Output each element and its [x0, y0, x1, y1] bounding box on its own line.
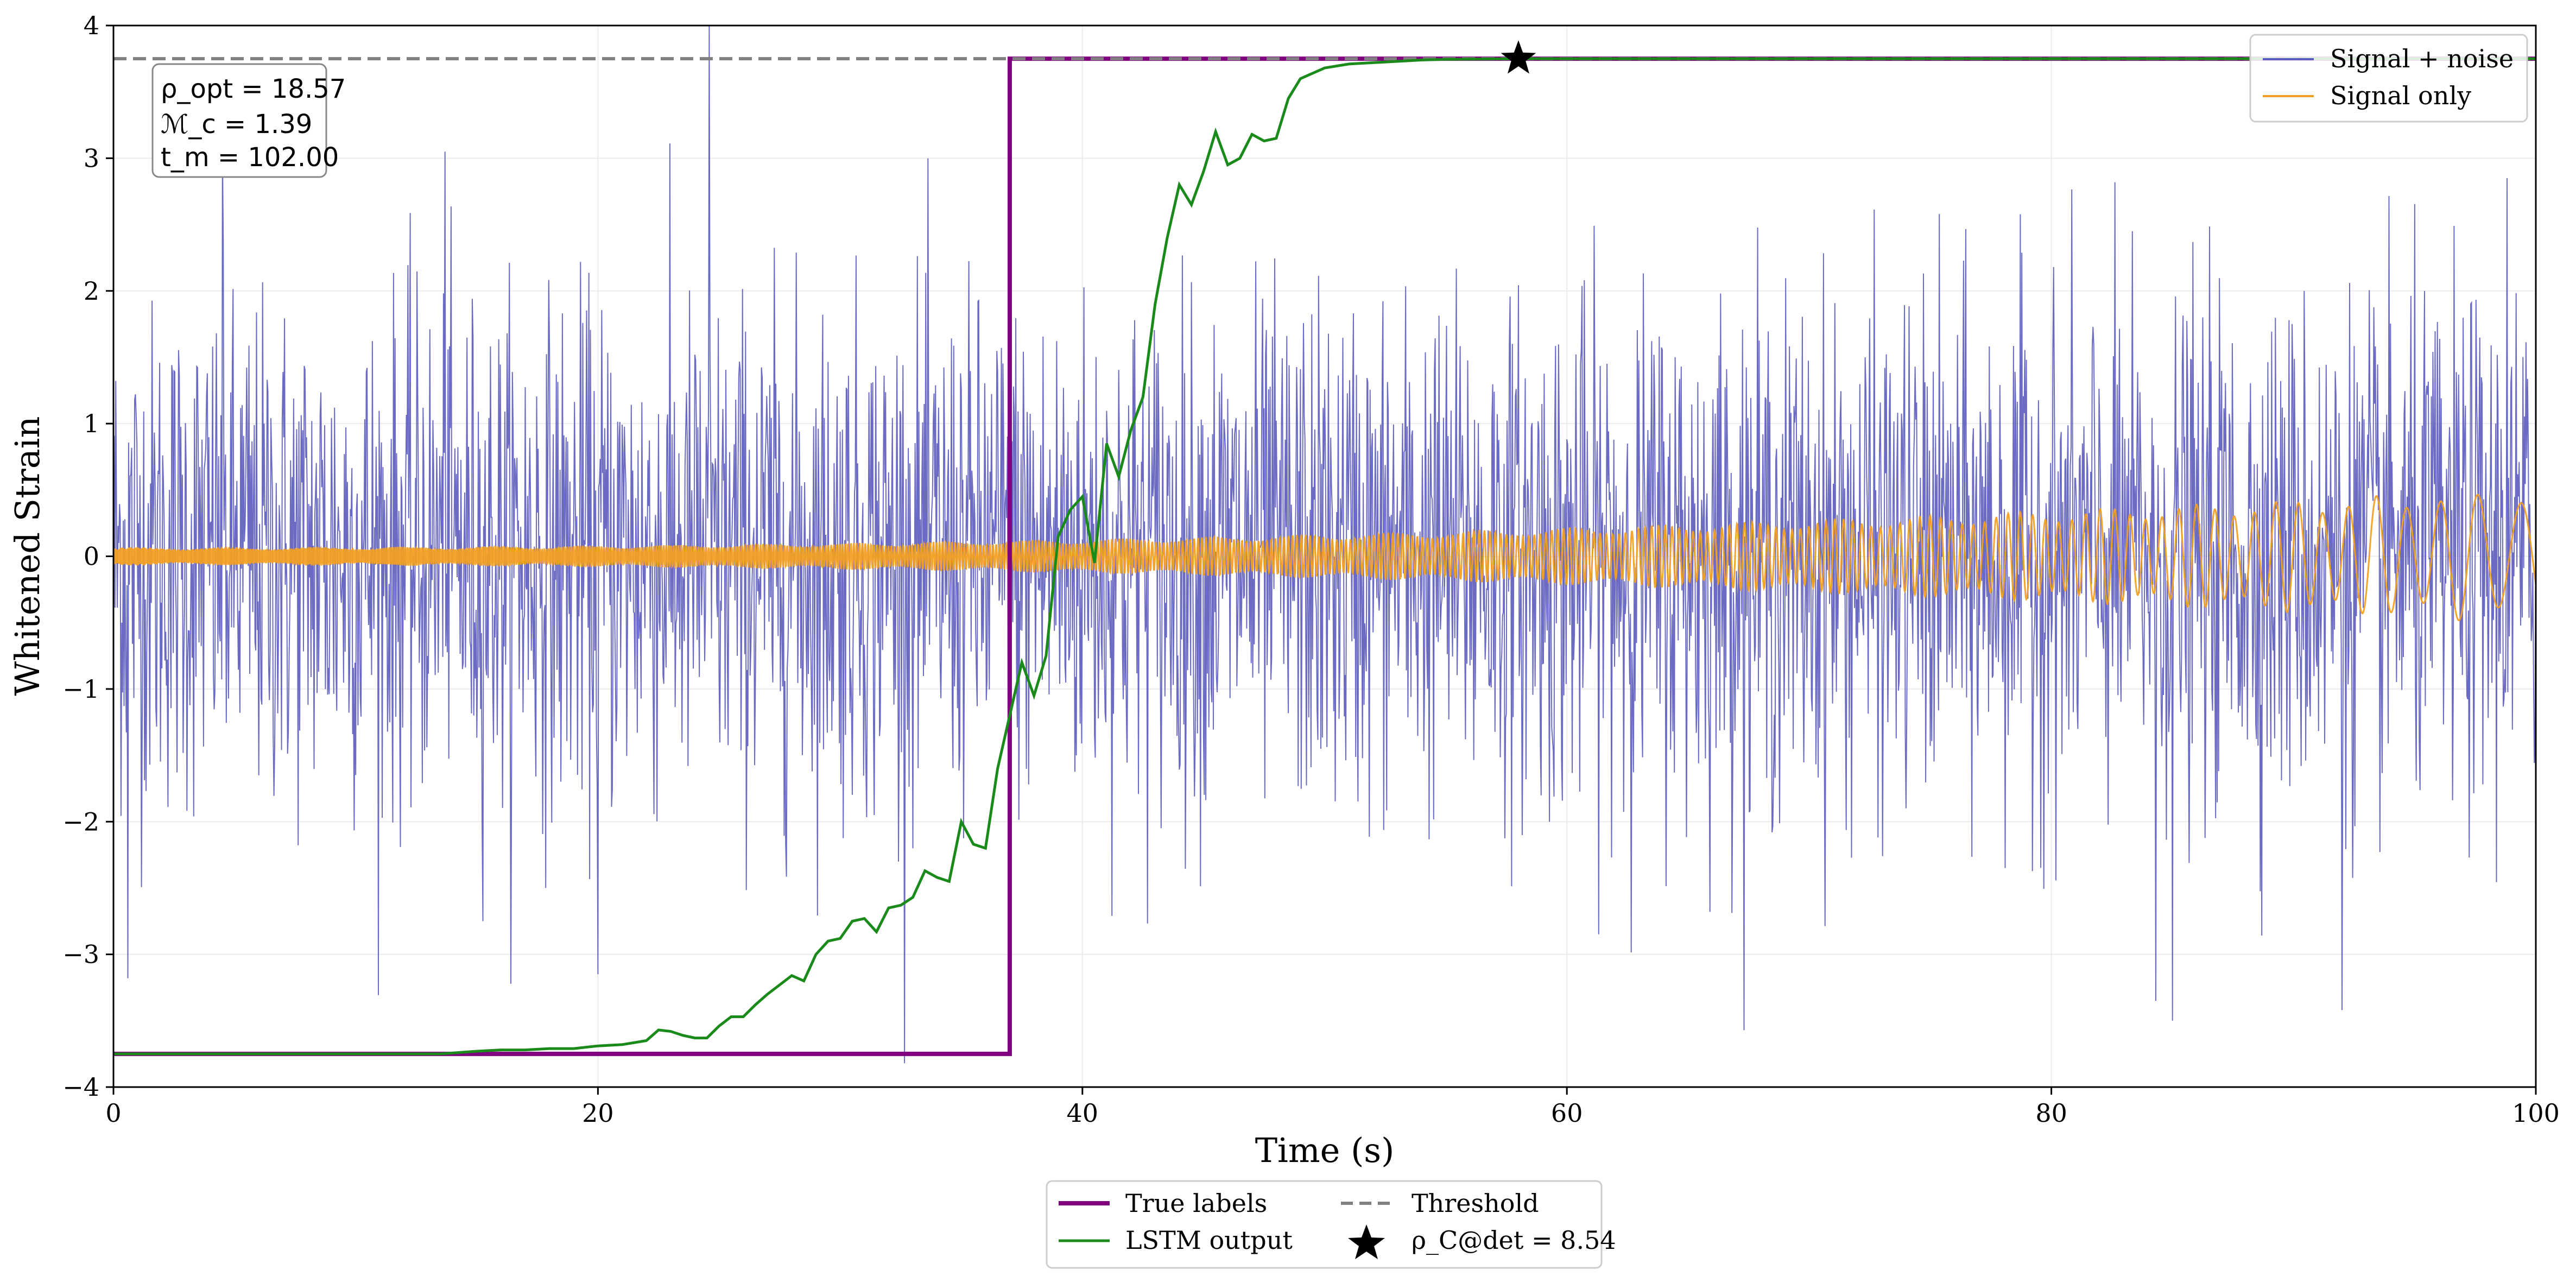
annotation-mc: ℳ_c = 1.39: [161, 109, 312, 140]
y-tick-label: 3: [84, 143, 99, 173]
y-tick-label: 4: [84, 11, 99, 40]
legend-label-lstm: LSTM output: [1125, 1226, 1293, 1255]
series-lstm-output: [113, 57, 2536, 1056]
y-tick-label: 1: [84, 409, 99, 438]
y-tick-label: −2: [62, 807, 99, 836]
legend-label-signal-noise: Signal + noise: [2330, 44, 2514, 73]
x-tick-label: 20: [582, 1098, 614, 1128]
x-tick-label: 0: [105, 1098, 121, 1128]
legend-label-true-labels: True labels: [1125, 1189, 1267, 1218]
x-tick-label: 100: [2512, 1098, 2560, 1128]
y-tick-label: −4: [62, 1072, 99, 1102]
axis-ticks: 0 20 40 60 80 100 −4 −3 −2 −1 0 1 2 3 4: [62, 11, 2560, 1128]
y-tick-label: 2: [84, 276, 99, 306]
x-axis-title: Time (s): [1255, 1131, 1395, 1170]
legend-label-threshold: Threshold: [1412, 1189, 1539, 1218]
series-signal-noise: [113, 26, 2536, 1064]
x-tick-label: 60: [1551, 1098, 1583, 1128]
y-axis-title: Whitened Strain: [8, 416, 47, 696]
y-tick-label: 0: [84, 542, 99, 571]
x-tick-label: 40: [1067, 1098, 1099, 1128]
y-tick-label: −1: [62, 674, 99, 704]
annotation-tm: t_m = 102.00: [161, 142, 339, 173]
series-layer: [113, 26, 2536, 1064]
annotation-box: ρ_opt = 18.57 ℳ_c = 1.39 t_m = 102.00: [151, 63, 346, 178]
annotation-rho-opt: ρ_opt = 18.57: [161, 74, 346, 104]
legend-swatch-detection-star: [1348, 1224, 1385, 1259]
legend-top-right-frame: [2249, 34, 2528, 123]
series-signal-only: [113, 494, 2536, 622]
legend-top-right: Signal + noise Signal only: [2249, 34, 2528, 123]
legend-label-detection: ρ_C@det = 8.54: [1412, 1226, 1616, 1255]
legend-label-signal-only: Signal only: [2330, 81, 2471, 110]
legend-bottom: True labels LSTM output Threshold ρ_C@de…: [1046, 1180, 1616, 1269]
legend-bottom-frame: [1046, 1180, 1603, 1269]
y-tick-label: −3: [62, 940, 99, 969]
x-tick-label: 80: [2035, 1098, 2067, 1128]
detection-star-marker: [1501, 40, 1536, 74]
annotation-box-frame: [151, 63, 327, 178]
